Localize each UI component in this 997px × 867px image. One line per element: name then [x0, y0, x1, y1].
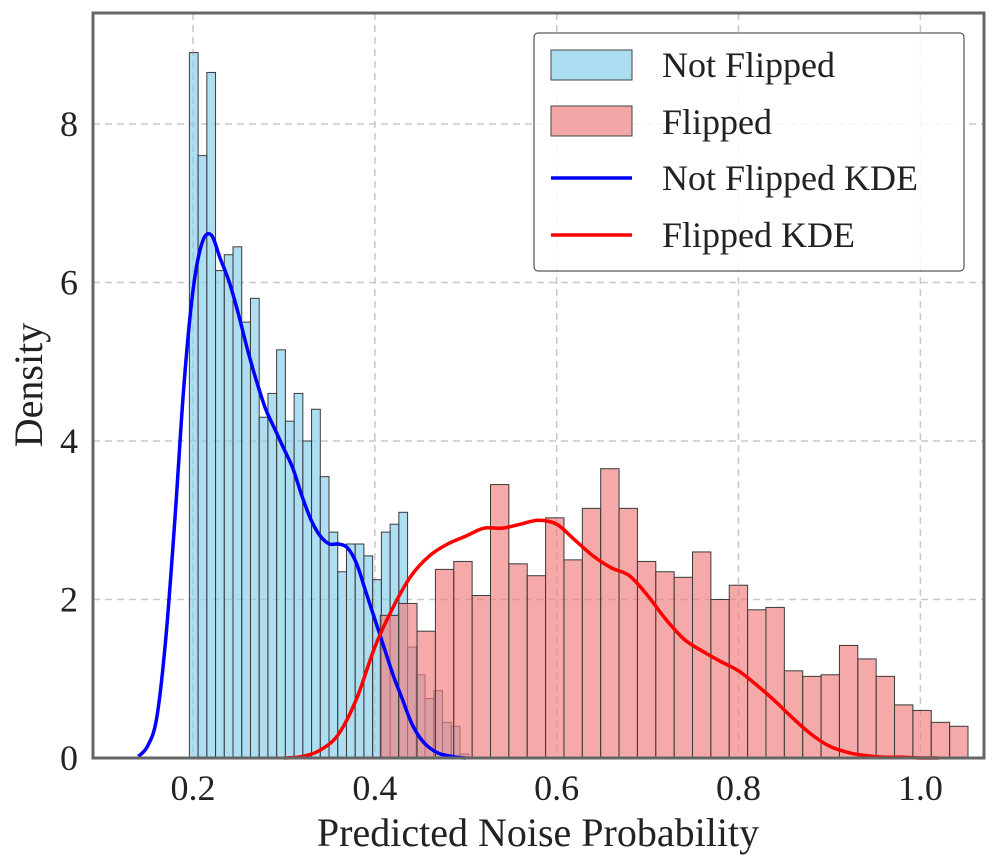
y-tick-label: 8	[60, 104, 78, 144]
not-flipped-bar-4	[223, 254, 234, 759]
kde-curves	[137, 231, 939, 760]
flipped-bar-21	[765, 606, 785, 759]
flipped-bar-11	[581, 507, 602, 759]
x-tick-label: 0.2	[171, 768, 216, 808]
not-flipped-bar-13	[302, 440, 313, 759]
legend-label-not-flipped-kde: Not Flipped KDE	[662, 158, 918, 198]
not-flipped-bar-3	[215, 270, 225, 759]
flipped-bar-4	[453, 560, 473, 759]
not-flipped-bar-15	[319, 476, 330, 759]
flipped-bar-6	[489, 484, 510, 759]
not-flipped-bar-16	[328, 531, 339, 759]
plot-frame	[91, 11, 986, 760]
flipped-bar-9	[545, 517, 565, 759]
legend: Not Flipped Flipped Not Flipped KDE Flip…	[533, 32, 965, 272]
not-flipped-bar-18	[345, 543, 356, 759]
y-tick-label: 4	[60, 421, 78, 461]
y-axis-ticks: 0 2 4 6 8	[60, 104, 78, 778]
flipped-bar-30	[930, 721, 951, 759]
flipped-bar-10	[563, 559, 583, 759]
x-axis-ticks: 0.2 0.4 0.6 0.8 1.0	[171, 768, 943, 808]
flipped-bar-5	[471, 595, 491, 759]
not-flipped-bar-12	[293, 392, 304, 759]
y-tick-label: 6	[60, 262, 78, 302]
flipped-bar-3	[434, 568, 455, 759]
flipped-bars	[379, 468, 969, 759]
flipped-bar-29	[912, 709, 932, 759]
not-flipped-bar-9	[267, 392, 278, 759]
not-flipped-bar-8	[258, 416, 269, 759]
flipped-bar-12	[600, 468, 620, 759]
x-axis-label: Predicted Noise Probability	[317, 810, 759, 855]
flipped-bar-14	[636, 560, 657, 759]
legend-swatch-flipped	[550, 105, 633, 137]
flipped-bar-18	[710, 598, 730, 759]
flipped-bar-26	[857, 658, 877, 759]
x-tick-label: 1.0	[898, 768, 943, 808]
legend-frame	[533, 32, 965, 272]
legend-label-flipped: Flipped	[662, 102, 772, 142]
not-flipped-bar-10	[276, 349, 286, 759]
y-tick-label: 0	[60, 738, 78, 778]
x-tick-label: 0.6	[534, 768, 579, 808]
flipped-bar-23	[802, 675, 822, 759]
flipped-bar-16	[673, 576, 694, 759]
not-flipped-kde-line	[137, 231, 466, 760]
legend-swatch-not-flipped	[550, 49, 633, 81]
flipped-bar-28	[894, 704, 914, 759]
flipped-kde-line	[283, 518, 939, 760]
flipped-bar-1	[398, 602, 418, 759]
not-flipped-bar-6	[241, 321, 251, 759]
flipped-bar-13	[618, 507, 638, 759]
flipped-bar-25	[838, 644, 859, 759]
y-tick-label: 2	[60, 579, 78, 619]
flipped-bar-8	[526, 575, 547, 759]
flipped-bar-27	[875, 675, 896, 759]
x-tick-label: 0.4	[352, 768, 397, 808]
legend-label-not-flipped: Not Flipped	[662, 45, 835, 85]
flipped-bar-15	[655, 571, 675, 759]
not-flipped-bar-14	[311, 408, 321, 759]
flipped-bar-31	[949, 725, 969, 759]
not-flipped-bar-0	[188, 52, 199, 759]
not-flipped-bar-2	[206, 71, 217, 759]
x-tick-label: 0.8	[716, 768, 761, 808]
y-axis-label: Density	[6, 323, 51, 447]
flipped-bar-7	[508, 563, 528, 759]
legend-label-flipped-kde: Flipped KDE	[662, 215, 855, 255]
